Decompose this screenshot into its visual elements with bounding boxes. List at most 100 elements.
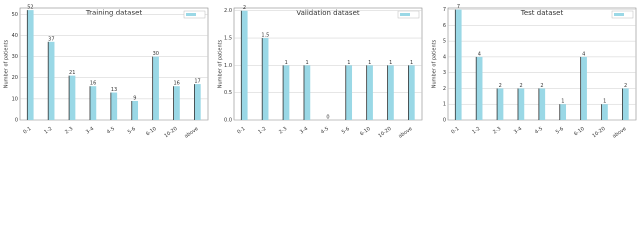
x-tick-label: 2-3: [64, 126, 74, 136]
x-tick-label: 2-3: [278, 126, 288, 136]
value-label: 1: [306, 60, 309, 66]
value-label: 2: [520, 83, 523, 89]
value-label: 4: [478, 51, 481, 57]
bar: [345, 65, 353, 120]
value-label: 37: [48, 36, 54, 42]
chart-title: Validation dataset: [296, 9, 360, 17]
bar: [408, 65, 415, 120]
bar: [497, 88, 504, 120]
x-tick-label: 6-10: [145, 126, 158, 137]
value-label: 1.5: [261, 33, 269, 39]
x-tick-label: 5-6: [127, 126, 137, 136]
bar: [69, 75, 76, 120]
y-tick-label: 50: [12, 12, 18, 18]
value-label: 1: [347, 60, 350, 66]
value-label: 9: [133, 95, 136, 101]
value-label: 1: [603, 99, 606, 105]
bar: [476, 56, 483, 120]
y-tick-label: 3: [443, 70, 446, 76]
x-tick-label: above: [184, 126, 200, 140]
bar: [580, 56, 587, 120]
y-tick-label: 1: [443, 102, 446, 108]
value-label: 2: [499, 83, 502, 89]
bar: [517, 88, 525, 120]
value-label: 30: [153, 51, 159, 57]
x-tick-label: 6-10: [573, 126, 586, 137]
bar: [366, 65, 373, 120]
chart-title: Test dataset: [520, 9, 564, 17]
bar: [27, 10, 34, 121]
value-label: 17: [194, 79, 200, 85]
y-tick-label: 6: [443, 23, 446, 29]
bar: [131, 100, 139, 120]
y-tick-label: 2.0: [224, 8, 232, 14]
x-tick-label: above: [612, 126, 628, 140]
y-tick-label: 0: [15, 118, 18, 124]
x-tick-label: 2-3: [492, 126, 502, 136]
x-tick-label: 0-1: [22, 126, 32, 136]
legend-swatch: [186, 13, 196, 16]
y-tick-label: 4: [443, 54, 446, 60]
value-label: 1: [368, 60, 371, 66]
x-tick-label: 10-20: [377, 126, 392, 139]
x-tick-label: 1-2: [257, 126, 267, 136]
value-label: 52: [27, 5, 33, 11]
legend-swatch: [400, 13, 410, 16]
y-axis-label: Number of patients: [432, 39, 438, 88]
value-label: 1: [410, 60, 413, 66]
y-tick-label: 7: [443, 7, 446, 13]
value-label: 16: [173, 81, 179, 87]
bar: [387, 65, 394, 120]
bar: [152, 56, 159, 120]
bar: [241, 10, 248, 121]
y-tick-label: 2: [443, 86, 446, 92]
bar: [455, 9, 462, 120]
value-label: 13: [111, 87, 117, 93]
y-tick-label: 30: [12, 54, 18, 60]
x-tick-label: 4-5: [534, 126, 544, 136]
x-tick-label: 1-2: [43, 126, 53, 136]
value-label: 1: [285, 60, 288, 66]
value-label: 2: [624, 83, 627, 89]
y-tick-label: 20: [12, 75, 18, 81]
x-tick-label: 4-5: [106, 126, 116, 136]
bar: [110, 92, 118, 120]
x-tick-label: 5-6: [341, 126, 351, 136]
bar: [194, 84, 201, 120]
y-tick-label: 10: [12, 96, 18, 102]
bar: [601, 104, 608, 120]
bar: [559, 104, 567, 120]
x-tick-label: 10-20: [591, 126, 606, 139]
x-tick-label: 3-4: [85, 126, 95, 136]
y-axis-label: Number of patients: [218, 39, 224, 88]
value-label: 2: [243, 5, 246, 11]
y-axis-label: Number of patients: [4, 39, 10, 88]
legend-swatch: [614, 13, 624, 16]
value-label: 1: [561, 99, 564, 105]
y-tick-label: 40: [12, 33, 18, 39]
bar: [283, 65, 290, 120]
x-tick-label: 6-10: [359, 126, 372, 137]
bar: [89, 86, 97, 120]
x-tick-label: 10-20: [163, 126, 178, 139]
x-tick-label: 4-5: [320, 126, 330, 136]
y-tick-label: 0: [443, 118, 446, 124]
value-label: 2: [540, 83, 543, 89]
bar: [303, 65, 311, 120]
value-label: 21: [69, 70, 75, 76]
x-tick-label: 5-6: [555, 126, 565, 136]
y-tick-label: 1.0: [224, 63, 232, 69]
value-label: 4: [582, 51, 585, 57]
y-tick-label: 0.5: [224, 90, 232, 96]
y-tick-label: 5: [443, 39, 446, 45]
bar: [173, 86, 180, 120]
bar: [622, 88, 629, 120]
x-tick-label: 1-2: [471, 126, 481, 136]
x-tick-label: above: [398, 126, 414, 140]
y-tick-label: 1.5: [224, 36, 232, 42]
bar: [538, 88, 546, 120]
x-tick-label: 0-1: [450, 126, 460, 136]
chart-title: Training dataset: [85, 9, 143, 17]
x-tick-label: 3-4: [513, 126, 523, 136]
